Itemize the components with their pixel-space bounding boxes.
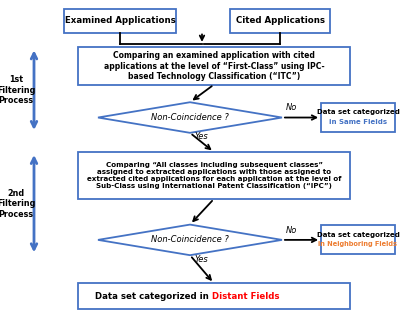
Text: Distant Fields: Distant Fields: [212, 292, 280, 301]
FancyBboxPatch shape: [321, 103, 395, 132]
Text: Examined Applications: Examined Applications: [65, 16, 175, 25]
Text: Comparing “All classes including subsequent classes”
assigned to extracted appli: Comparing “All classes including subsequ…: [87, 162, 341, 189]
Text: Non-Coincidence ?: Non-Coincidence ?: [151, 113, 229, 122]
FancyBboxPatch shape: [321, 225, 395, 254]
Text: in Same Fields: in Same Fields: [329, 119, 387, 125]
FancyBboxPatch shape: [230, 9, 330, 33]
Text: No: No: [286, 103, 297, 112]
FancyBboxPatch shape: [64, 9, 176, 33]
FancyBboxPatch shape: [78, 152, 350, 199]
Text: Non-Coincidence ?: Non-Coincidence ?: [151, 235, 229, 244]
Text: in Neighboring Fields: in Neighboring Fields: [318, 242, 398, 247]
FancyBboxPatch shape: [78, 283, 350, 309]
FancyBboxPatch shape: [78, 48, 350, 84]
Text: Data set categorized: Data set categorized: [316, 232, 400, 238]
Text: Cited Applications: Cited Applications: [236, 16, 324, 25]
Text: No: No: [286, 226, 297, 235]
Polygon shape: [98, 102, 282, 133]
Text: Comparing an examined application with cited
applications at the level of “First: Comparing an examined application with c…: [104, 51, 324, 81]
Polygon shape: [98, 225, 282, 255]
Text: Yes: Yes: [195, 132, 208, 141]
Text: Yes: Yes: [195, 255, 208, 264]
Text: 1st
Filtering
Process: 1st Filtering Process: [0, 75, 35, 105]
Text: 2nd
Filtering
Process: 2nd Filtering Process: [0, 189, 35, 219]
Text: Data set categorized: Data set categorized: [316, 109, 400, 115]
Text: Data set categorized in: Data set categorized in: [95, 292, 212, 301]
